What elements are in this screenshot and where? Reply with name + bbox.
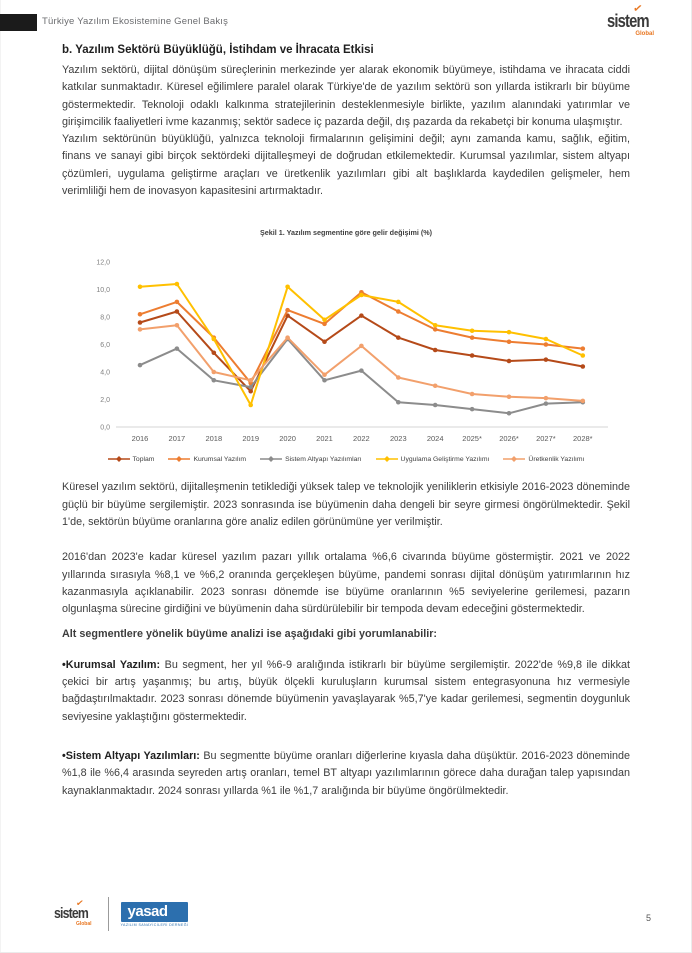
- paragraph-2: Yazılım sektörünün büyüklüğü, yalnızca t…: [62, 133, 630, 198]
- figure-1: Şekil 1. Yazılım segmentine göre gelir d…: [62, 228, 630, 463]
- svg-text:2021: 2021: [316, 434, 333, 443]
- sistem-logo-text: sistem: [606, 11, 650, 31]
- svg-text:2028*: 2028*: [573, 434, 593, 443]
- page-header: Türkiye Yazılım Ekosistemine Genel Bakış…: [0, 0, 692, 42]
- legend-item: Sistem Altyapı Yazılımları: [260, 455, 362, 463]
- legend-marker-icon: [375, 456, 398, 463]
- legend-marker-icon: [503, 456, 526, 463]
- paragraph-4: 2016'dan 2023'e kadar küresel yazılım pa…: [62, 551, 630, 616]
- subheading: Alt segmentlere yönelik büyüme analizi i…: [62, 628, 438, 641]
- legend-label: Sistem Altyapı Yazılımları: [285, 455, 362, 463]
- svg-text:8,0: 8,0: [100, 315, 110, 322]
- sistem-logo-subtext: Global: [635, 31, 654, 37]
- svg-text:2022: 2022: [353, 434, 370, 443]
- svg-text:2018: 2018: [205, 434, 222, 443]
- legend-label: Toplam: [132, 455, 155, 463]
- header-black-tab: [0, 14, 37, 31]
- svg-text:2017: 2017: [169, 434, 186, 443]
- svg-text:2027*: 2027*: [536, 434, 556, 443]
- svg-text:2024: 2024: [427, 434, 444, 443]
- legend-marker-icon: [107, 456, 130, 463]
- bullet-label: •Sistem Altyapı Yazılımları:: [62, 749, 200, 762]
- sistem-global-logo: ✓ sistem Global: [606, 2, 658, 37]
- yasad-logo-text: yasad: [120, 901, 189, 922]
- page-number: 5: [645, 913, 651, 923]
- sistem-global-logo-footer: ✓ sistem Global: [54, 897, 96, 926]
- revenue-change-line-chart: 0,0 2,0 4,0 6,0 8,0 10,0 12,0 2016 2017 2018 2019 2…: [96, 260, 608, 443]
- svg-text:4,0: 4,0: [100, 370, 110, 377]
- legend-item: Üretkenlik Yazılımı: [503, 455, 584, 463]
- legend-marker-icon: [168, 456, 191, 463]
- svg-text:2025*: 2025*: [462, 434, 482, 443]
- svg-text:2,0: 2,0: [100, 397, 110, 404]
- chart-legend: Toplam Kurumsal Yazılım Sistem Altyapı Yaz…: [62, 455, 630, 463]
- legend-item: Toplam: [107, 455, 155, 463]
- legend-label: Kurumsal Yazılım: [193, 455, 247, 463]
- paragraph-3: Küresel yazılım sektörü, dijitalleşmenin…: [62, 481, 630, 528]
- bullet-kurumsal-yazilim: •Kurumsal Yazılım: Bu segment, her yıl %…: [62, 657, 630, 726]
- svg-text:2026*: 2026*: [499, 434, 519, 443]
- legend-marker-icon: [260, 456, 283, 463]
- paragraph-1: Yazılım sektörü, dijital dönüşüm süreçle…: [62, 64, 630, 128]
- svg-text:2020: 2020: [279, 434, 296, 443]
- bullet-label: •Kurumsal Yazılım:: [62, 658, 161, 671]
- bullet-sistem-altyapi: •Sistem Altyapı Yazılımları: Bu segmentt…: [62, 748, 630, 800]
- svg-text:10,0: 10,0: [96, 287, 110, 294]
- yasad-logo: yasad YAZILIM SANAYİCİLERİ DERNEĞİ: [120, 901, 189, 927]
- svg-text:2016: 2016: [132, 434, 149, 443]
- bullet-text: Bu segment, her yıl %6-9 aralığında isti…: [62, 658, 631, 723]
- svg-text:2019: 2019: [242, 434, 259, 443]
- legend-label: Üretkenlik Yazılımı: [528, 455, 585, 463]
- header-title: Türkiye Yazılım Ekosistemine Genel Bakış: [42, 16, 229, 27]
- svg-text:2023: 2023: [390, 434, 407, 443]
- footer-divider: [107, 897, 109, 931]
- svg-text:0,0: 0,0: [100, 425, 110, 432]
- bullet-text: Bu segmentte büyüme oranları diğerlerine…: [62, 749, 630, 797]
- document-body: b. Yazılım Sektörü Büyüklüğü, İstihdam v…: [62, 42, 630, 800]
- sistem-logo-text: sistem: [54, 905, 89, 922]
- section-heading: b. Yazılım Sektörü Büyüklüğü, İstihdam v…: [62, 44, 374, 56]
- legend-label: Uygulama Geliştirme Yazılımı: [400, 455, 490, 463]
- svg-text:6,0: 6,0: [100, 342, 110, 349]
- legend-item: Uygulama Geliştirme Yazılımı: [375, 455, 490, 463]
- yasad-logo-tagline: YAZILIM SANAYİCİLERİ DERNEĞİ: [120, 922, 189, 927]
- chart-title: Şekil 1. Yazılım segmentine göre gelir d…: [259, 228, 433, 238]
- legend-item: Kurumsal Yazılım: [168, 455, 246, 463]
- svg-text:12,0: 12,0: [96, 260, 110, 267]
- page-footer: ✓ sistem Global yasad YAZILIM SANAYİCİLE…: [54, 897, 189, 931]
- sistem-logo-subtext: Global: [75, 921, 92, 927]
